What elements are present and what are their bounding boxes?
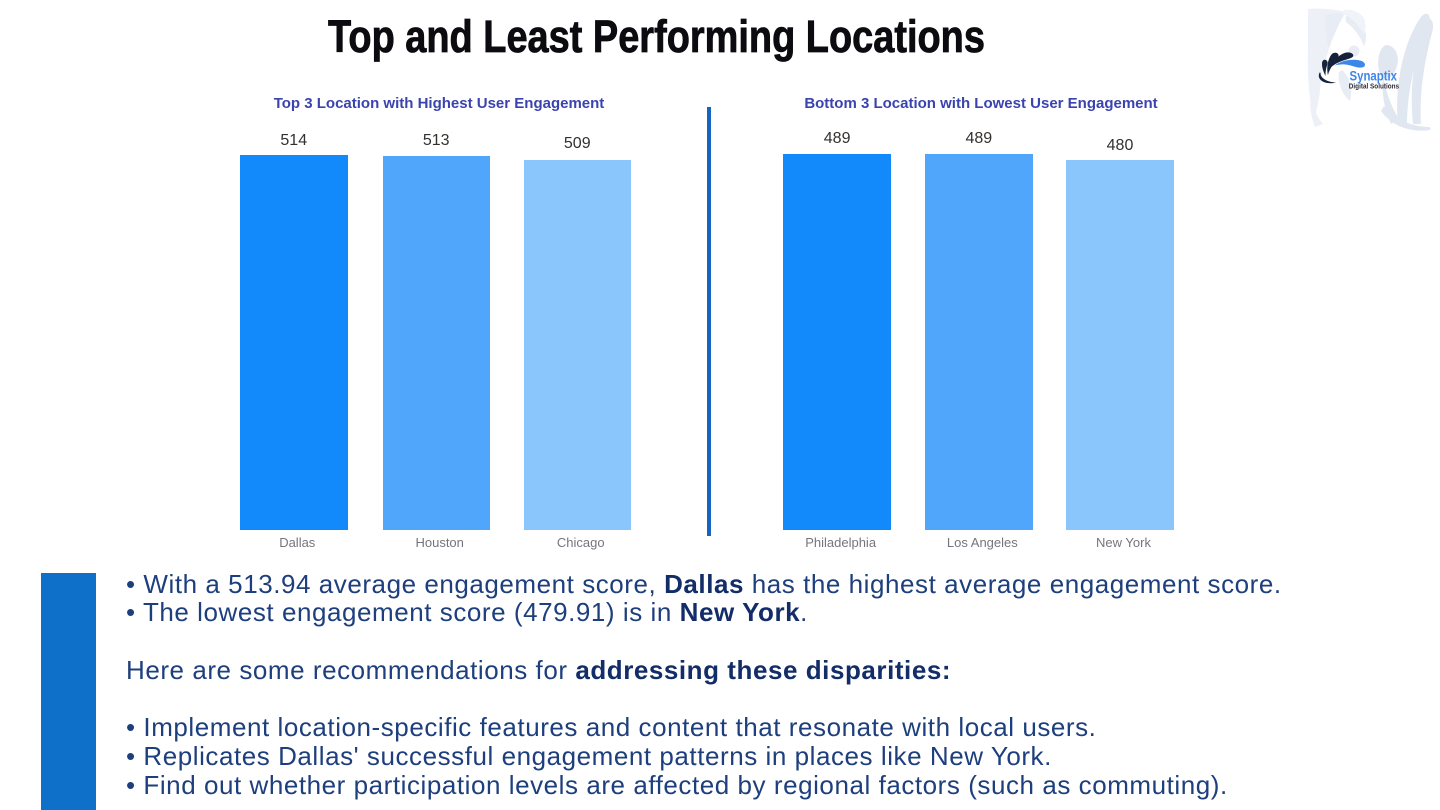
svg-text:Digital Solutions: Digital Solutions: [1349, 82, 1399, 91]
svg-text:Synaptix: Synaptix: [1350, 67, 1398, 83]
